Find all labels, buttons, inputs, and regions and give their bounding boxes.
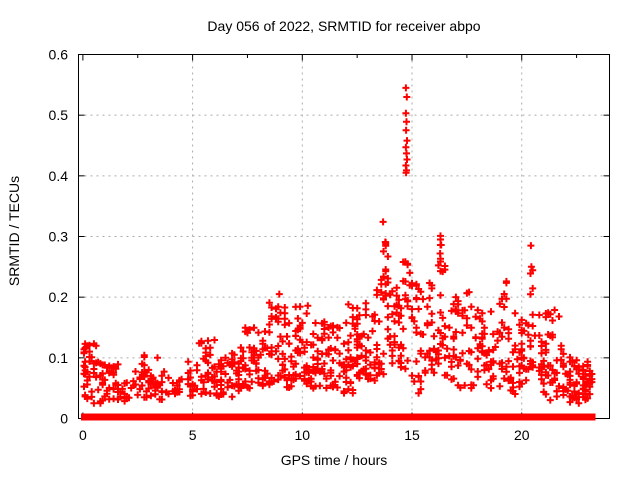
zero-value-marker-segment xyxy=(278,413,296,421)
zero-value-marker-segment xyxy=(448,413,465,421)
zero-value-marker-segment xyxy=(335,413,353,421)
zero-value-marker-segment xyxy=(548,413,564,421)
zero-value-marker-segment xyxy=(245,413,259,421)
zero-value-marker-segment xyxy=(121,413,134,421)
zero-value-marker-segment xyxy=(461,413,477,421)
zero-value-marker-segment xyxy=(560,413,577,421)
x-tick-label: 5 xyxy=(189,427,197,443)
x-tick-label: 0 xyxy=(79,427,87,443)
zero-value-marker-segment xyxy=(349,413,361,421)
zero-value-marker-segment xyxy=(440,413,451,421)
zero-value-marker-segment xyxy=(222,413,236,421)
zero-value-marker-segment xyxy=(130,413,148,421)
zero-value-marker-segment xyxy=(312,413,324,421)
zero-value-marker-segment xyxy=(266,413,282,421)
zero-value-marker-segment xyxy=(209,413,226,421)
zero-value-marker-segment xyxy=(232,413,249,421)
zero-value-marker-segment xyxy=(89,413,100,421)
zero-value-marker-segment xyxy=(255,413,270,421)
zero-value-marker-segment xyxy=(106,413,115,421)
zero-value-marker-segment xyxy=(535,413,552,421)
zero-value-marker-segment xyxy=(357,413,375,421)
y-tick-label: 0.1 xyxy=(49,350,69,366)
zero-value-marker-segment xyxy=(172,413,190,421)
zero-value-marker-segment xyxy=(299,413,316,421)
zero-value-marker-segment xyxy=(526,413,538,421)
zero-value-marker-segment xyxy=(96,413,110,421)
zero-value-marker-segment xyxy=(144,413,156,421)
zero-value-marker-segment xyxy=(81,413,93,421)
chart-title: Day 056 of 2022, SRMTID for receiver abp… xyxy=(207,18,481,34)
x-tick-label: 15 xyxy=(404,427,420,443)
zero-value-marker-segment xyxy=(392,413,405,421)
scatter-series-markers xyxy=(80,84,596,407)
zero-value-marker-segment xyxy=(321,413,339,421)
y-tick-label: 0.6 xyxy=(49,47,69,63)
x-axis-label: GPS time / hours xyxy=(280,452,388,468)
y-tick-label: 0 xyxy=(60,411,68,427)
y-tick-label: 0.5 xyxy=(49,107,69,123)
x-tick-label: 10 xyxy=(295,427,311,443)
x-tick-label: 20 xyxy=(514,427,530,443)
zero-value-marker-segment xyxy=(427,413,443,421)
zero-value-marker-segment xyxy=(186,413,199,421)
y-tick-label: 0.4 xyxy=(49,168,69,184)
zero-value-marker-segment xyxy=(507,413,517,421)
y-axis-label: SRMTID / TECUs xyxy=(6,175,22,287)
zero-value-marker-segment xyxy=(165,413,176,421)
y-tick-label: 0.3 xyxy=(49,229,69,245)
zero-value-marker-segment xyxy=(473,413,484,421)
zero-value-marker-segment xyxy=(421,413,430,421)
zero-value-marker-segment xyxy=(513,413,530,421)
zero-value-marker-segment xyxy=(152,413,169,421)
zero-value-marker-segment xyxy=(195,413,213,421)
zero-value-marker-segment xyxy=(585,413,596,421)
zero-value-marker-segment xyxy=(402,413,413,421)
zero-value-marker-segment xyxy=(379,413,396,421)
y-tick-label: 0.2 xyxy=(49,289,69,305)
zero-value-marker-segment xyxy=(573,413,590,421)
zero-value-marker-segment xyxy=(113,413,126,421)
zero-value-marker-segment xyxy=(292,413,303,421)
zero-value-marker-segment xyxy=(480,413,497,421)
zero-value-marker-segment xyxy=(371,413,383,421)
zero-value-marker-segment xyxy=(493,413,510,421)
zero-value-marker-segment xyxy=(410,413,424,421)
